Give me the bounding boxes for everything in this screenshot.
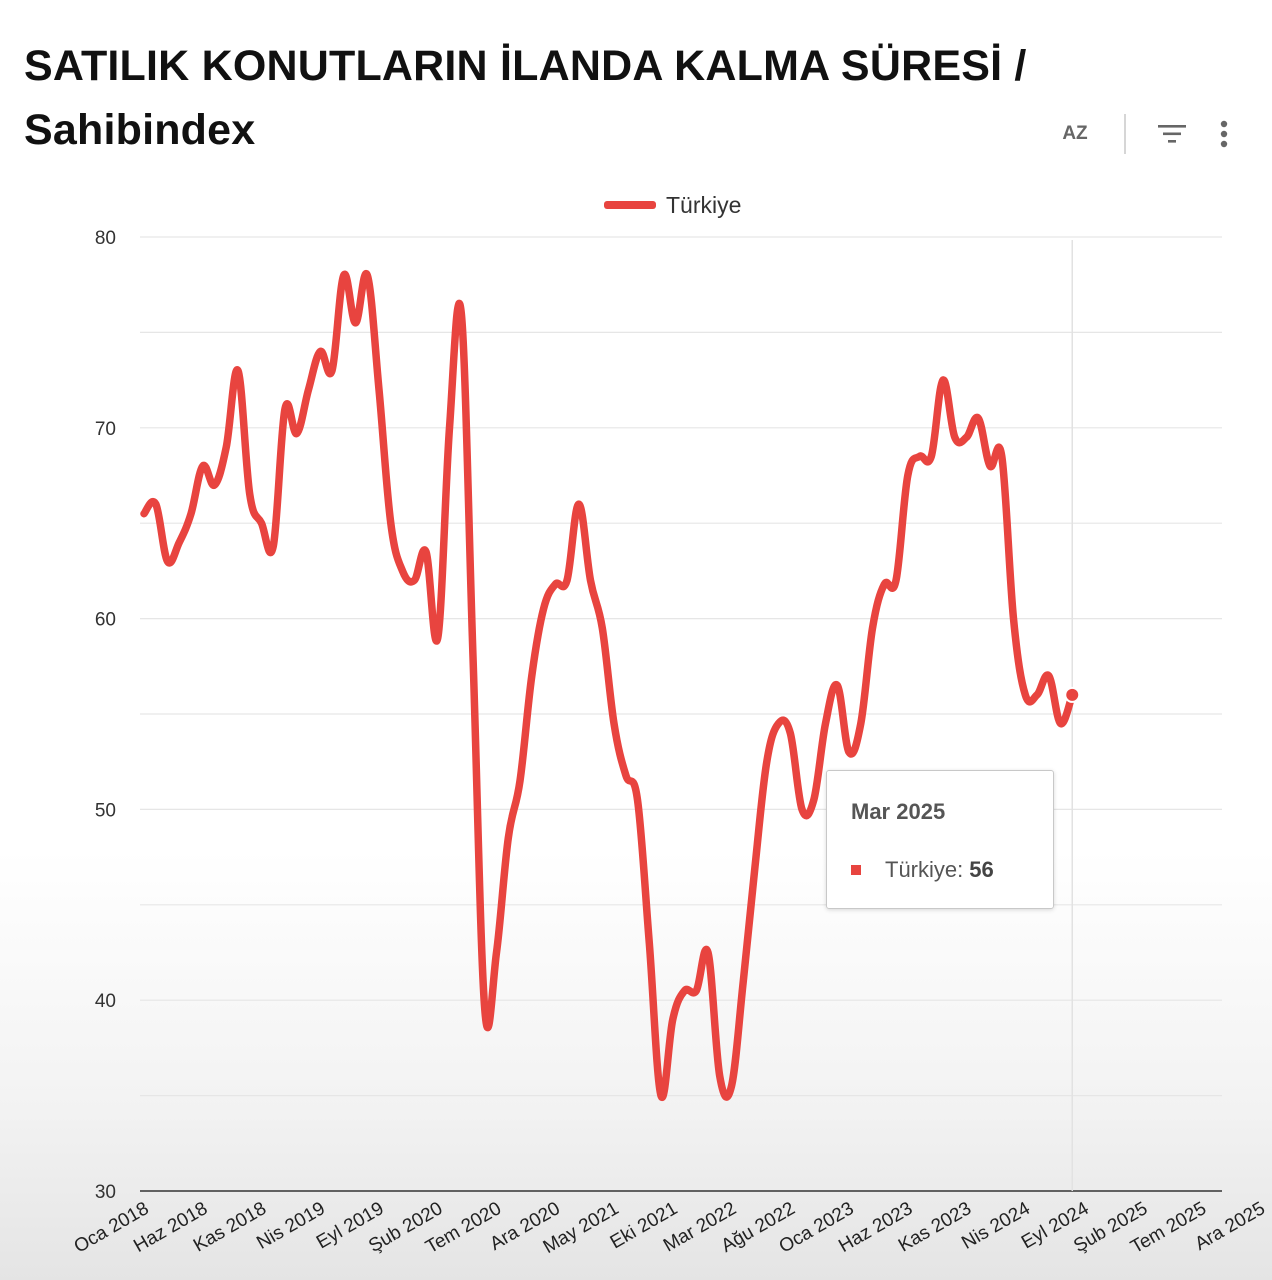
filter-icon[interactable] bbox=[1156, 112, 1188, 156]
tooltip-value: 56 bbox=[969, 857, 994, 882]
y-tick-label: 50 bbox=[95, 800, 116, 821]
more-vertical-icon[interactable] bbox=[1216, 112, 1232, 156]
y-tick-label: 70 bbox=[95, 419, 116, 440]
y-tick-label: 40 bbox=[95, 991, 116, 1012]
sort-az-icon[interactable]: AZ bbox=[1062, 123, 1088, 144]
y-tick-label: 30 bbox=[95, 1182, 116, 1203]
tooltip-row: Türkiye: 56 bbox=[851, 857, 994, 883]
tooltip-title: Mar 2025 bbox=[851, 799, 946, 824]
series-line-turkiye bbox=[140, 269, 1077, 1102]
grid-lines bbox=[140, 236, 1222, 1097]
page-title: SATILIK KONUTLARIN İLANDA KALMA SÜRESİ /… bbox=[24, 42, 1027, 154]
tooltip-series-marker bbox=[851, 865, 861, 875]
chart-toolbar: AZ bbox=[1054, 112, 1232, 156]
y-tick-label: 60 bbox=[95, 610, 116, 631]
y-axis-ticks: 30 40 50 60 70 80 bbox=[95, 228, 116, 1203]
legend-label: Türkiye bbox=[666, 192, 741, 218]
x-tick-label: Nis 2019 bbox=[253, 1198, 328, 1254]
hover-point bbox=[1064, 686, 1081, 703]
toolbar-divider bbox=[1124, 114, 1126, 154]
tooltip: Mar 2025 Türkiye: 56 bbox=[826, 770, 1054, 909]
legend: Türkiye bbox=[604, 192, 741, 218]
tooltip-series-label: Türkiye: bbox=[885, 857, 964, 882]
y-tick-label: 80 bbox=[95, 228, 116, 249]
x-tick-label: Nis 2024 bbox=[958, 1198, 1034, 1254]
legend-swatch bbox=[604, 201, 656, 209]
